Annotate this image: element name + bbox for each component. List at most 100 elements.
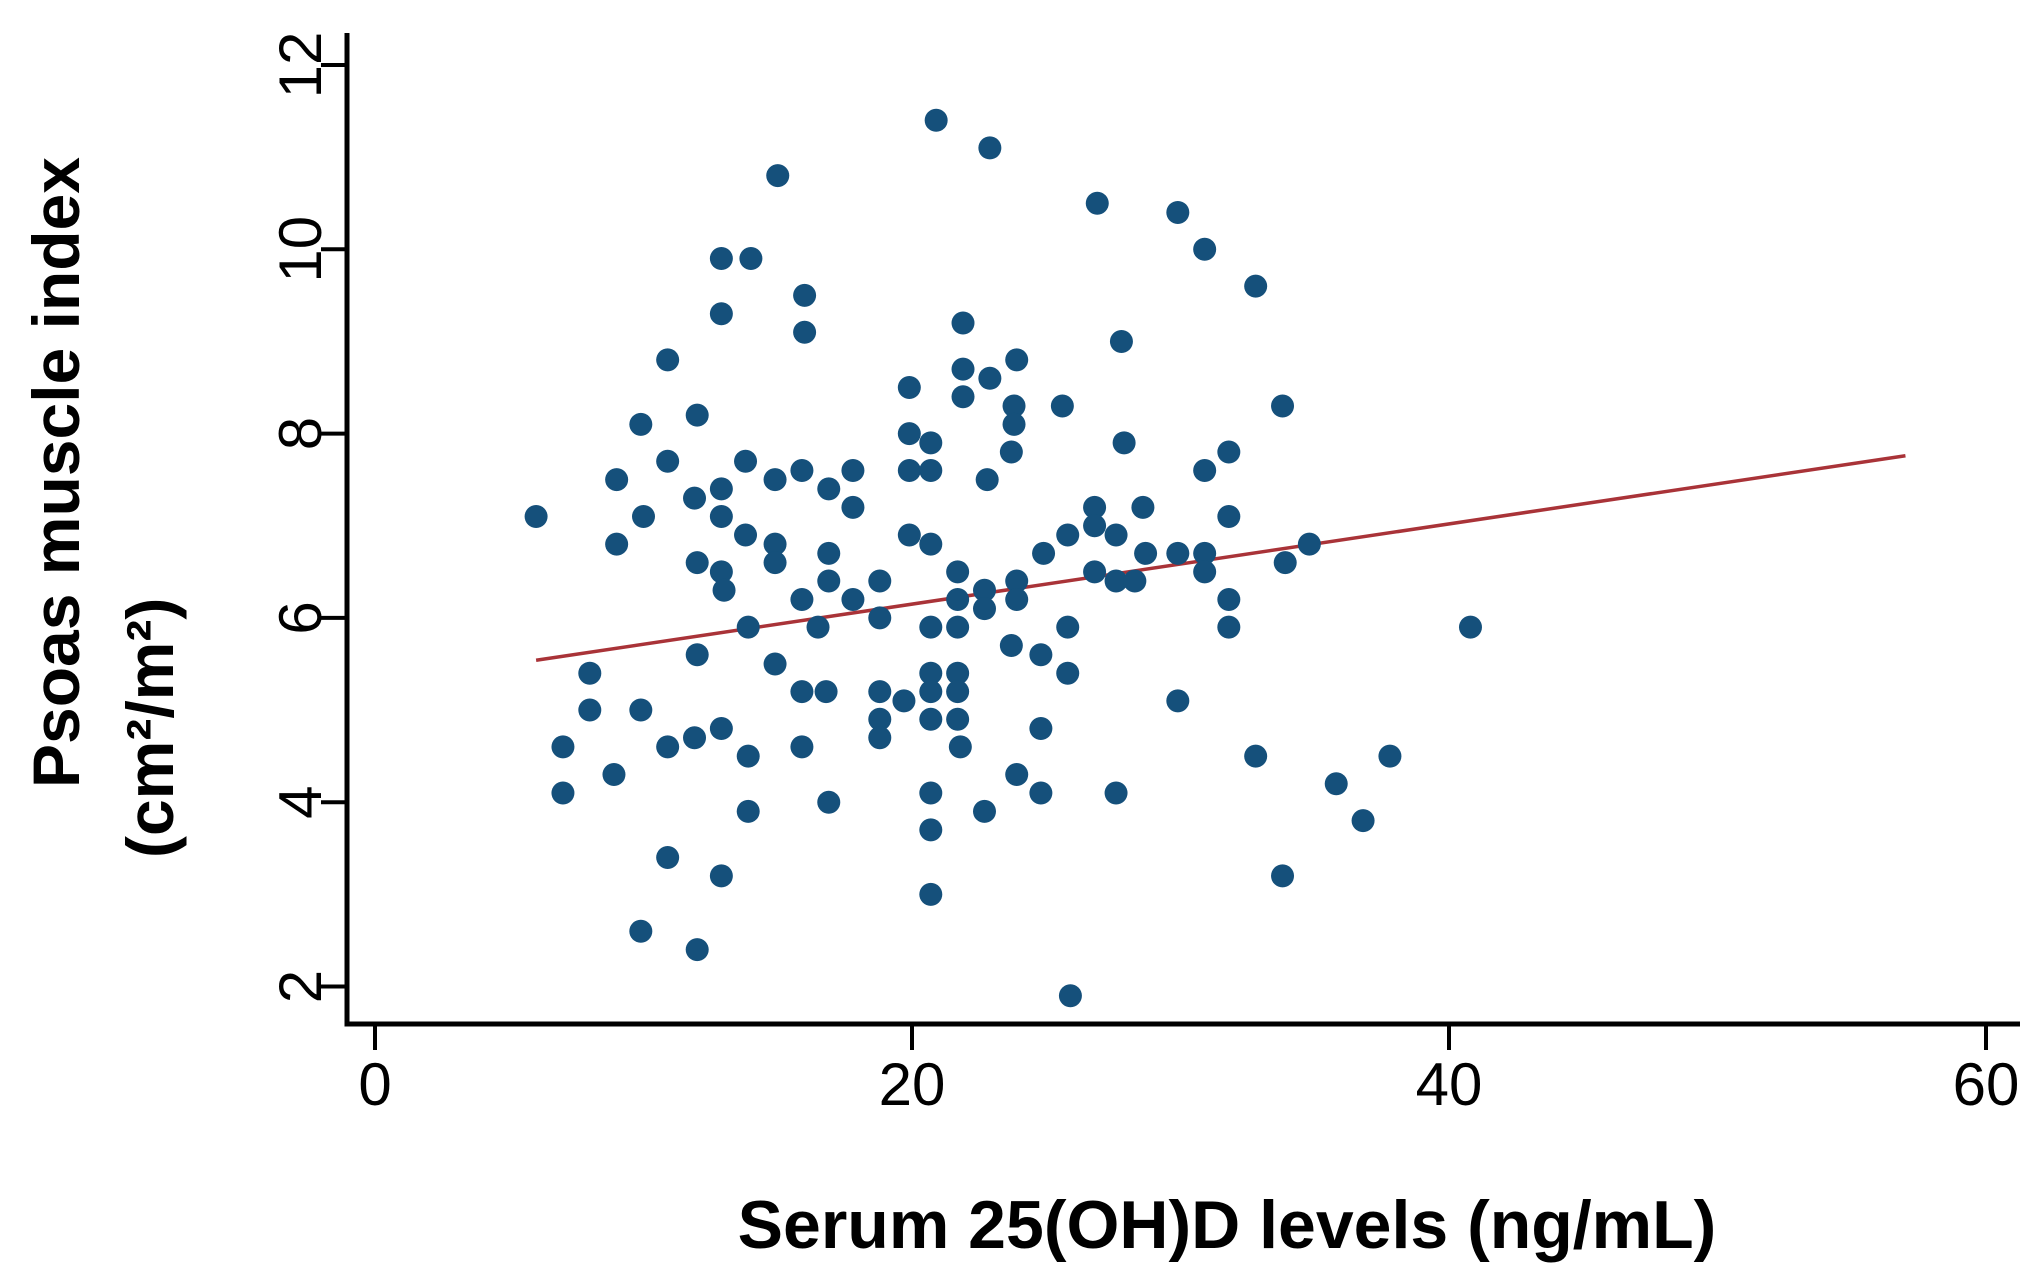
data-point (1193, 560, 1217, 584)
data-point (1104, 781, 1128, 805)
data-point (919, 458, 943, 482)
data-point (1193, 237, 1217, 261)
data-point (1378, 744, 1402, 768)
data-point (868, 680, 892, 704)
data-point (1134, 541, 1158, 565)
trend-line (535, 453, 1906, 663)
data-point (578, 661, 602, 685)
data-point (978, 366, 1002, 390)
data-point (1029, 781, 1053, 805)
data-point (972, 578, 996, 602)
data-point (1166, 200, 1190, 224)
data-point (656, 735, 680, 759)
data-point (1005, 569, 1029, 593)
y-axis-title-line2: (cm²/m²) (113, 598, 187, 858)
data-point (946, 680, 970, 704)
y-tick-label: 10 (267, 216, 334, 283)
data-point (892, 689, 916, 713)
data-point (1324, 772, 1348, 796)
data-point (1271, 394, 1295, 418)
data-point (632, 505, 655, 529)
y-tick-label: 2 (267, 970, 334, 1003)
data-point (946, 661, 970, 685)
data-point (1217, 505, 1241, 529)
data-point (919, 532, 943, 556)
data-point (605, 468, 629, 492)
data-point (1104, 569, 1128, 593)
data-point (685, 938, 709, 962)
data-point (1056, 523, 1080, 547)
data-point (946, 587, 970, 611)
data-point (709, 302, 733, 326)
data-point (709, 560, 733, 584)
data-point (868, 726, 892, 750)
data-point (897, 376, 921, 400)
data-point (683, 486, 707, 510)
data-point (766, 164, 790, 188)
data-point (868, 569, 892, 593)
y-tick-label: 4 (267, 786, 334, 819)
data-point (897, 422, 921, 446)
data-point (790, 458, 814, 482)
data-point (685, 551, 709, 575)
data-point (924, 108, 948, 132)
data-point (629, 919, 653, 943)
y-tick-label: 6 (267, 601, 334, 634)
data-point (763, 652, 787, 676)
x-axis-title: Serum 25(OH)D levels (ng/mL) (738, 1187, 1717, 1263)
data-point (685, 403, 709, 427)
scatter-points (524, 108, 1482, 1008)
data-point (656, 845, 680, 869)
data-point (578, 698, 602, 722)
data-point (656, 348, 680, 372)
data-point (1244, 744, 1268, 768)
data-point (868, 707, 892, 731)
data-point (814, 680, 838, 704)
data-point (790, 587, 814, 611)
data-point (948, 735, 972, 759)
data-point (763, 551, 787, 575)
data-point (919, 818, 943, 842)
data-point (919, 431, 943, 455)
data-point (709, 716, 733, 740)
data-point (1217, 440, 1241, 464)
data-point (868, 606, 892, 630)
data-point (978, 136, 1002, 160)
data-point (1193, 458, 1217, 482)
data-point (1056, 661, 1080, 685)
data-point (1029, 716, 1053, 740)
data-point (897, 523, 921, 547)
x-tick-label: 0 (358, 1051, 391, 1118)
data-point (841, 458, 865, 482)
data-point (806, 615, 830, 639)
data-point (709, 505, 733, 529)
data-point (919, 680, 943, 704)
x-tick-label: 20 (879, 1051, 946, 1118)
data-point (946, 615, 970, 639)
data-point (1273, 551, 1297, 575)
data-point (1217, 587, 1241, 611)
data-point (1005, 587, 1029, 611)
data-point (919, 615, 943, 639)
data-point (946, 560, 970, 584)
data-point (999, 440, 1023, 464)
x-tick-label: 60 (1953, 1051, 2020, 1118)
data-point (972, 799, 996, 823)
data-point (605, 532, 629, 556)
data-point (841, 495, 865, 519)
data-point (951, 311, 975, 335)
data-point (841, 587, 865, 611)
data-point (919, 882, 943, 906)
data-point (551, 735, 575, 759)
data-point (1109, 329, 1133, 353)
data-point (1297, 532, 1321, 556)
data-point (524, 505, 548, 529)
data-point (685, 643, 709, 667)
data-point (919, 781, 943, 805)
data-point (972, 597, 996, 621)
data-point (1005, 763, 1029, 787)
data-point (551, 781, 575, 805)
data-point (975, 468, 999, 492)
